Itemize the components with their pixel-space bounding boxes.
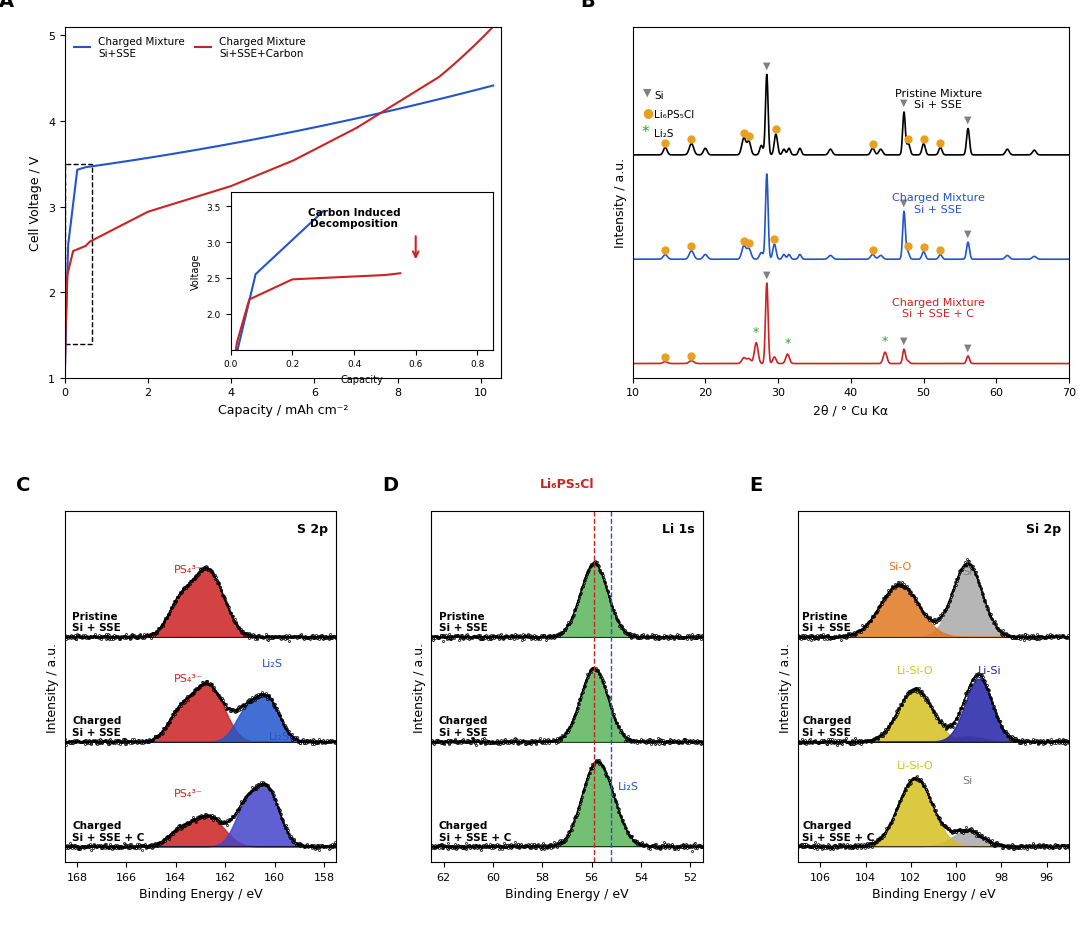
Text: *: *: [784, 337, 791, 350]
Text: Li-Si-O: Li-Si-O: [897, 666, 934, 676]
X-axis label: Binding Energy / eV: Binding Energy / eV: [505, 887, 629, 900]
Text: Li₂S: Li₂S: [654, 129, 674, 139]
Text: Pristine
Si + SSE: Pristine Si + SSE: [72, 611, 121, 632]
Text: Li₂S: Li₂S: [261, 658, 283, 668]
Text: PS₄³⁻: PS₄³⁻: [174, 673, 203, 683]
Text: ▼: ▼: [764, 269, 770, 279]
Text: ▼: ▼: [764, 60, 770, 70]
Text: ▼: ▼: [964, 115, 972, 124]
Text: ▼: ▼: [964, 342, 972, 352]
Text: Pristine
Si + SSE: Pristine Si + SSE: [802, 611, 851, 632]
Text: Si: Si: [962, 776, 972, 785]
X-axis label: Binding Energy / eV: Binding Energy / eV: [138, 887, 262, 900]
Text: *: *: [642, 124, 649, 140]
Y-axis label: Cell Voltage / V: Cell Voltage / V: [29, 156, 42, 250]
Text: Li₆PS₅Cl: Li₆PS₅Cl: [540, 477, 594, 490]
Text: *: *: [753, 325, 759, 338]
Text: D: D: [382, 476, 399, 494]
Text: Li₂S: Li₂S: [269, 731, 291, 742]
Text: S 2p: S 2p: [297, 522, 328, 535]
Text: Li₂S: Li₂S: [618, 781, 639, 791]
Text: Si-O: Si-O: [888, 561, 912, 571]
Y-axis label: Intensity / a.u.: Intensity / a.u.: [413, 641, 426, 731]
Text: Pristine Mixture
Si + SSE: Pristine Mixture Si + SSE: [894, 89, 982, 110]
Text: A: A: [0, 0, 14, 11]
Text: B: B: [580, 0, 595, 11]
Text: *: *: [882, 335, 888, 348]
Text: Charged
Si + SSE + C: Charged Si + SSE + C: [802, 820, 875, 842]
Text: E: E: [748, 476, 762, 494]
Text: ▼: ▼: [901, 335, 907, 345]
Y-axis label: Intensity / a.u.: Intensity / a.u.: [46, 641, 59, 731]
Text: Charged
Si + SSE: Charged Si + SSE: [802, 716, 852, 737]
Text: ●: ●: [642, 106, 652, 119]
Text: Si 2p: Si 2p: [1026, 522, 1061, 535]
Text: Charged Mixture
Si + SSE + C: Charged Mixture Si + SSE + C: [892, 298, 985, 319]
Y-axis label: Intensity / a.u.: Intensity / a.u.: [779, 641, 793, 731]
Text: ▼: ▼: [964, 228, 972, 238]
Text: Charged
Si + SSE: Charged Si + SSE: [72, 716, 122, 737]
Text: Si: Si: [654, 91, 664, 101]
Text: Li₆PS₅Cl: Li₆PS₅Cl: [654, 109, 694, 120]
Text: Charged
Si + SSE + C: Charged Si + SSE + C: [438, 820, 511, 842]
Y-axis label: Intensity / a.u.: Intensity / a.u.: [613, 159, 627, 248]
Text: Li-Si: Li-Si: [978, 666, 1002, 676]
Text: C: C: [16, 476, 30, 494]
Text: Li 1s: Li 1s: [662, 522, 694, 535]
X-axis label: 2θ / ° Cu Kα: 2θ / ° Cu Kα: [813, 403, 889, 416]
Text: PS₄³⁻: PS₄³⁻: [174, 788, 203, 798]
X-axis label: Binding Energy / eV: Binding Energy / eV: [872, 887, 996, 900]
Text: Charged Mixture
Si + SSE: Charged Mixture Si + SSE: [892, 193, 985, 214]
Text: PS₄³⁻: PS₄³⁻: [174, 565, 203, 574]
Bar: [65, 165, 92, 344]
Text: Si: Si: [962, 566, 972, 577]
Text: Pristine
Si + SSE: Pristine Si + SSE: [438, 611, 487, 632]
X-axis label: Capacity / mAh cm⁻²: Capacity / mAh cm⁻²: [218, 403, 349, 416]
Text: Li-Si-O: Li-Si-O: [897, 760, 934, 770]
Text: ▼: ▼: [901, 197, 907, 208]
Text: Charged
Si + SSE + C: Charged Si + SSE + C: [72, 820, 145, 842]
Text: Charged
Si + SSE: Charged Si + SSE: [438, 716, 488, 737]
Text: ▼: ▼: [901, 98, 907, 108]
Text: ▼: ▼: [644, 88, 652, 98]
Legend: Charged Mixture
Si+SSE, Charged Mixture
Si+SSE+Carbon: Charged Mixture Si+SSE, Charged Mixture …: [70, 33, 310, 63]
